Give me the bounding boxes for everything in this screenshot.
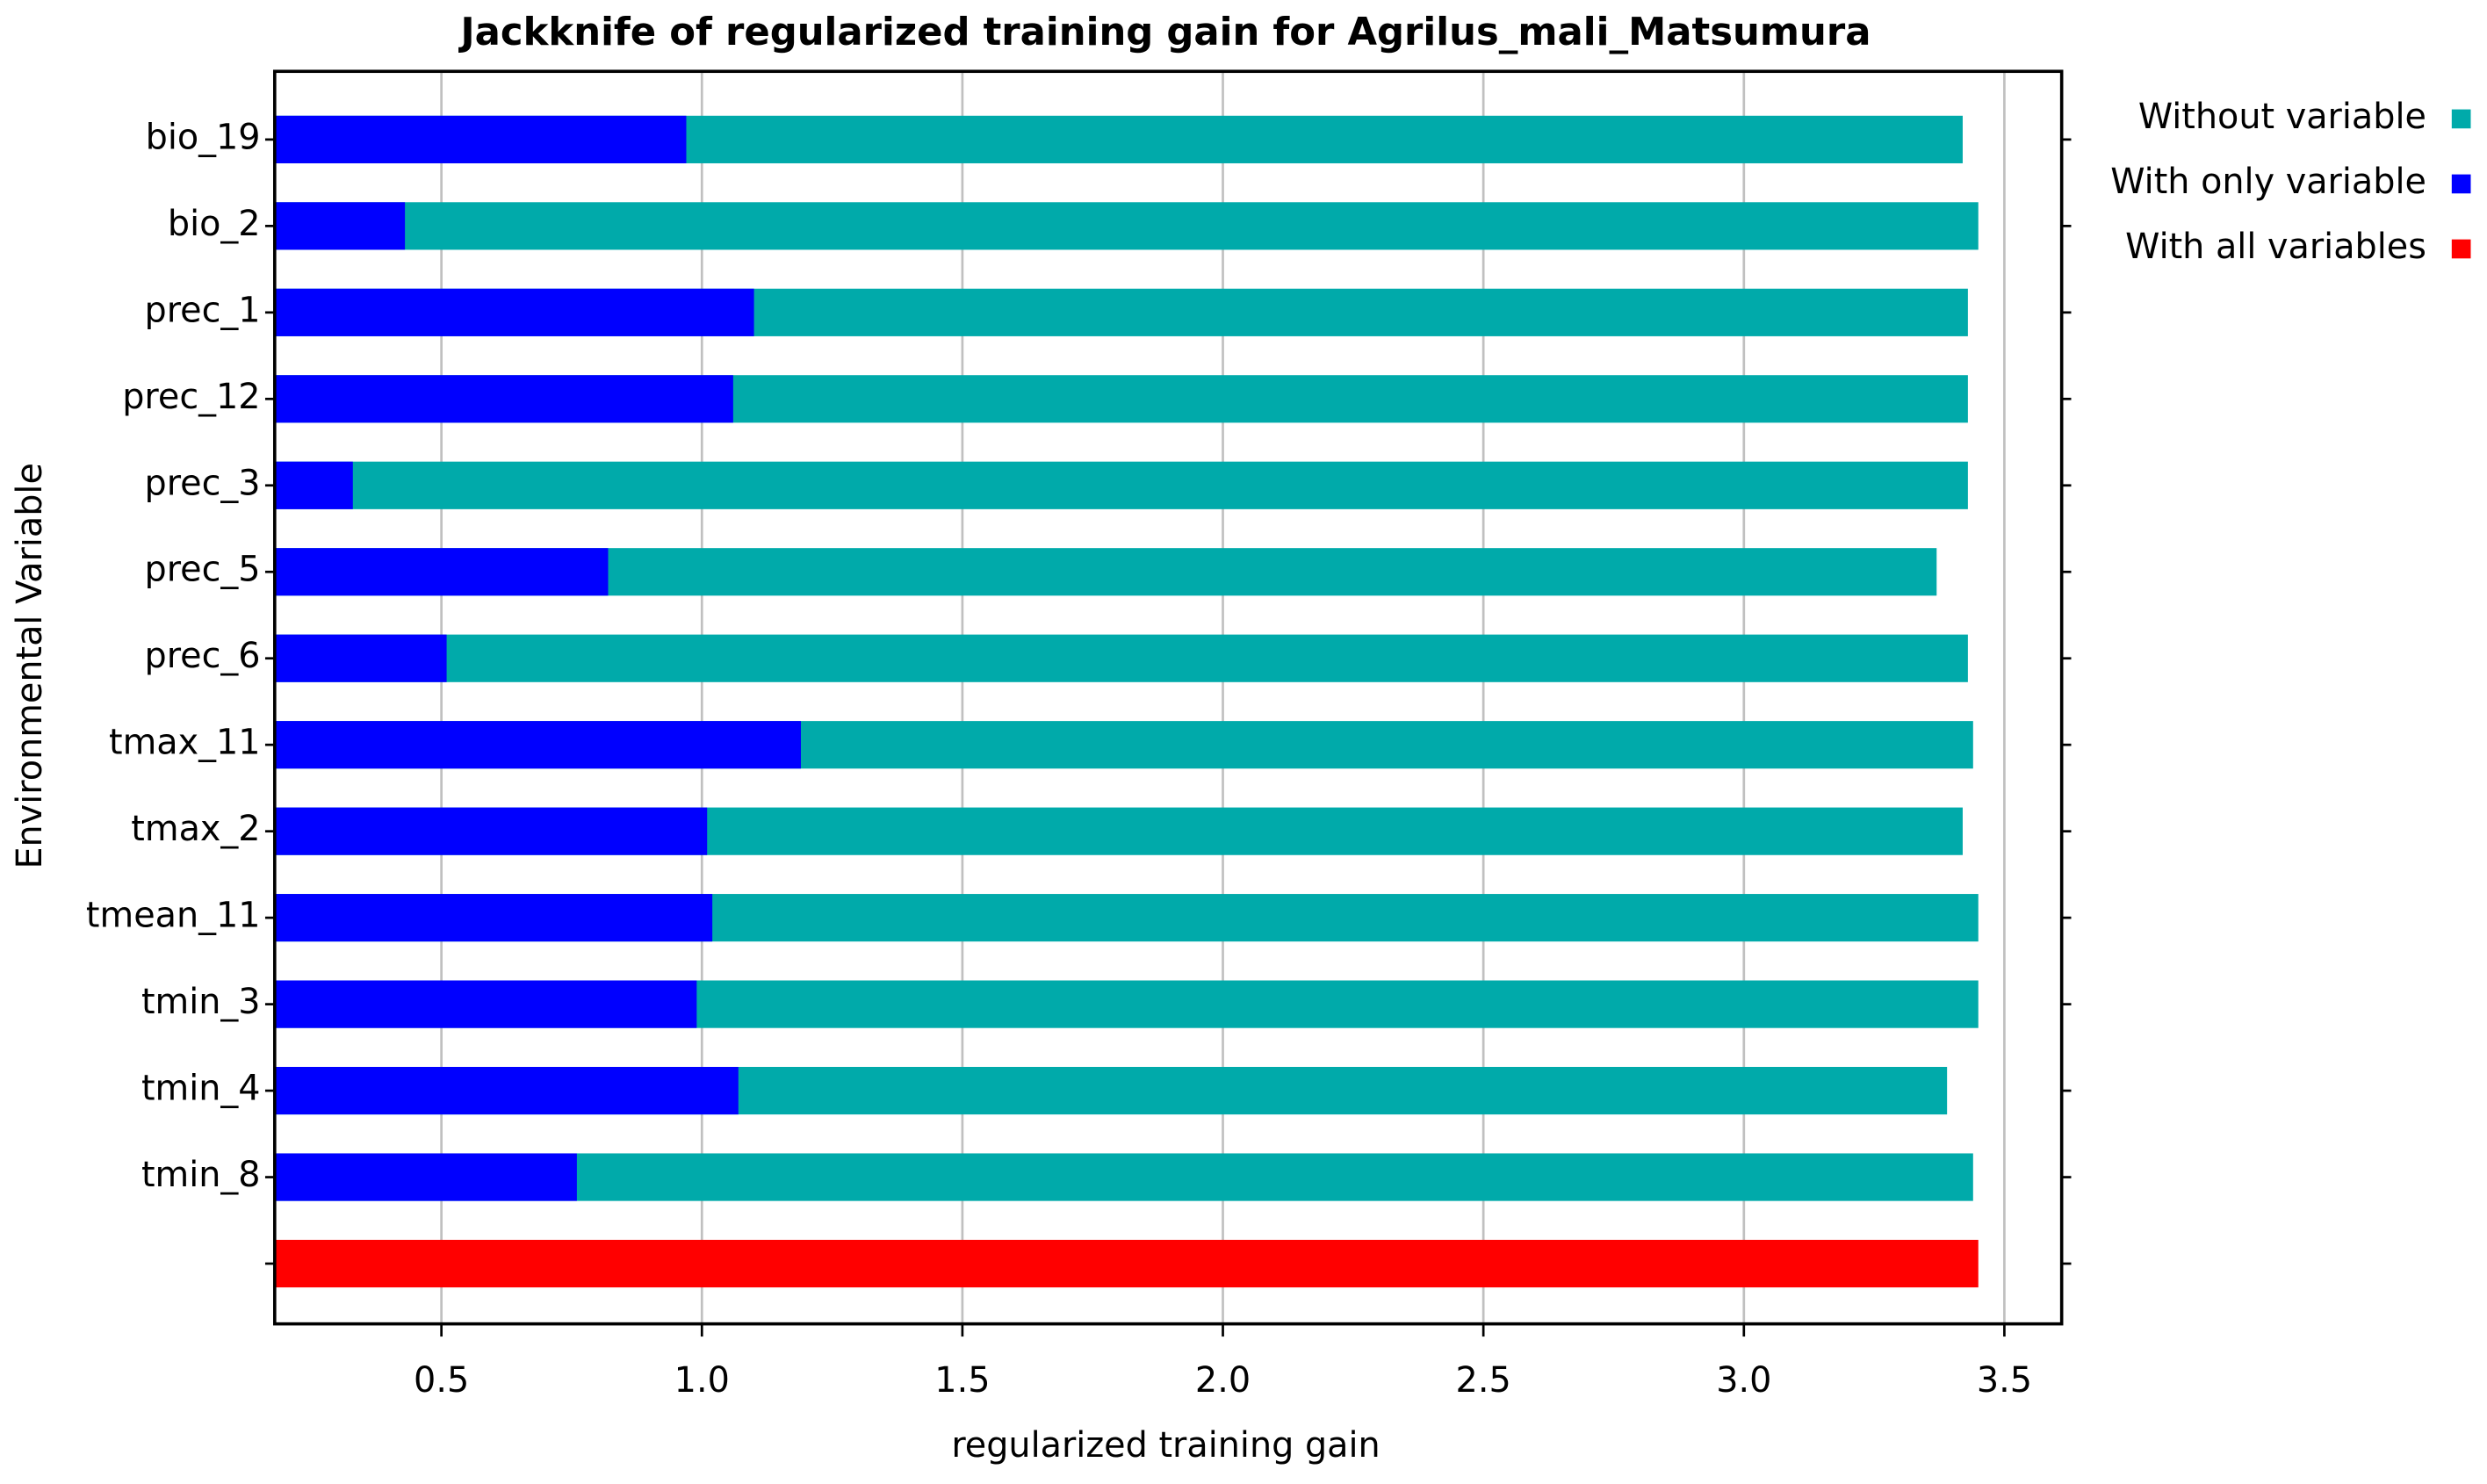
x-tick-label: 2.5 bbox=[1456, 1360, 1511, 1401]
y-tick-label: tmean_11 bbox=[86, 896, 261, 936]
bar bbox=[274, 1067, 739, 1115]
y-tick-label: prec_5 bbox=[144, 550, 260, 590]
y-tick-label: prec_1 bbox=[144, 290, 260, 330]
bar bbox=[274, 202, 406, 250]
bar bbox=[274, 634, 447, 682]
x-tick-label: 0.5 bbox=[414, 1360, 469, 1401]
bar bbox=[274, 288, 754, 336]
x-tick-label: 3.0 bbox=[1716, 1360, 1771, 1401]
bar bbox=[274, 980, 697, 1028]
bar bbox=[274, 548, 609, 596]
y-tick-label: prec_3 bbox=[144, 463, 260, 503]
bar bbox=[274, 375, 733, 423]
bar bbox=[274, 894, 713, 942]
bar bbox=[274, 202, 1979, 250]
y-tick-label: bio_19 bbox=[146, 117, 261, 157]
y-tick-label: prec_12 bbox=[122, 377, 260, 417]
legend-label: With all variables bbox=[2125, 227, 2426, 267]
legend-label: With only variable bbox=[2110, 162, 2426, 202]
x-tick-label: 1.0 bbox=[674, 1360, 730, 1401]
bar bbox=[274, 115, 687, 163]
bar bbox=[274, 1153, 577, 1201]
legend-swatch bbox=[2451, 239, 2471, 259]
bar bbox=[274, 807, 708, 855]
bar bbox=[274, 1239, 1979, 1288]
x-axis-label: regularized training gain bbox=[951, 1425, 1380, 1466]
bar bbox=[274, 721, 801, 769]
y-tick-label: tmin_4 bbox=[141, 1069, 261, 1109]
x-tick-label: 1.5 bbox=[934, 1360, 990, 1401]
y-axis-label: Environmental Variable bbox=[10, 463, 50, 868]
legend-label: Without variable bbox=[2138, 97, 2426, 137]
legend-swatch bbox=[2451, 109, 2471, 129]
x-tick-label: 2.0 bbox=[1195, 1360, 1251, 1401]
y-tick-label: tmax_2 bbox=[131, 809, 260, 849]
y-tick-label: bio_2 bbox=[168, 204, 261, 244]
x-tick-label: 3.5 bbox=[1977, 1360, 2032, 1401]
plot-frame bbox=[273, 69, 2064, 1326]
chart-title: Jackknife of regularized training gain f… bbox=[458, 11, 1871, 54]
bar bbox=[274, 461, 1968, 509]
y-tick-label: tmin_8 bbox=[141, 1155, 261, 1195]
y-tick-label: prec_6 bbox=[144, 636, 260, 676]
y-tick-label: tmin_3 bbox=[141, 982, 261, 1022]
bar bbox=[274, 461, 353, 509]
legend-swatch bbox=[2451, 174, 2471, 194]
y-tick-label: tmax_11 bbox=[109, 723, 261, 763]
bar bbox=[274, 634, 1968, 682]
